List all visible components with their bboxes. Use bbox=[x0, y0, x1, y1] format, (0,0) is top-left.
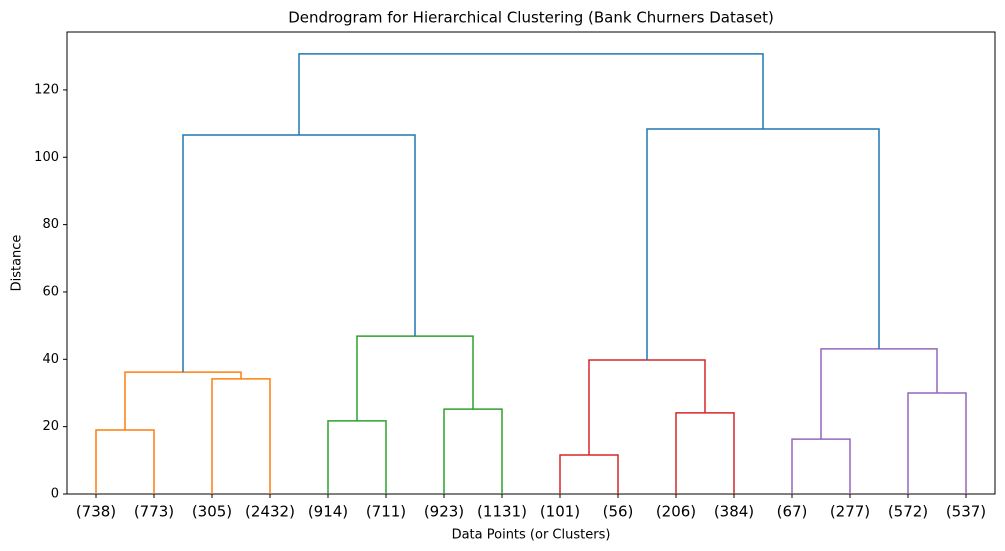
leaf-label: (773) bbox=[134, 503, 174, 521]
y-axis-label: Distance bbox=[10, 235, 25, 292]
y-tick-label: 20 bbox=[42, 419, 59, 434]
y-tick-label: 80 bbox=[42, 217, 59, 232]
leaf-label: (67) bbox=[777, 503, 808, 521]
link bbox=[211, 378, 271, 494]
leaf-label: (711) bbox=[366, 503, 406, 521]
leaf-label: (914) bbox=[308, 503, 348, 521]
link bbox=[646, 128, 880, 360]
leaf-label: (537) bbox=[946, 503, 986, 521]
plot-frame bbox=[66, 31, 996, 495]
link bbox=[675, 412, 735, 494]
leaf-label: (206) bbox=[656, 503, 696, 521]
leaf-label: (277) bbox=[830, 503, 870, 521]
link bbox=[559, 454, 619, 494]
leaf-label: (738) bbox=[76, 503, 116, 521]
leaf-label: (384) bbox=[714, 503, 754, 521]
leaf-label: (572) bbox=[888, 503, 928, 521]
leaf-label: (305) bbox=[192, 503, 232, 521]
y-tick-label: 100 bbox=[34, 150, 59, 165]
y-tick-label: 60 bbox=[42, 284, 59, 299]
link bbox=[182, 134, 416, 373]
y-tick-label: 0 bbox=[51, 487, 59, 502]
link bbox=[327, 420, 387, 494]
link bbox=[588, 359, 706, 455]
link bbox=[907, 392, 967, 494]
leaf-label: (2432) bbox=[245, 503, 295, 521]
link bbox=[443, 408, 503, 494]
leaf-label: (923) bbox=[424, 503, 464, 521]
x-axis-label: Data Points (or Clusters) bbox=[452, 528, 611, 543]
y-tick-label: 40 bbox=[42, 352, 59, 367]
leaf-label: (56) bbox=[603, 503, 634, 521]
leaf-label: (1131) bbox=[477, 503, 527, 521]
link bbox=[298, 53, 764, 136]
y-tick-label: 120 bbox=[34, 82, 59, 97]
chart-title: Dendrogram for Hierarchical Clustering (… bbox=[288, 9, 774, 27]
leaf-label: (101) bbox=[540, 503, 580, 521]
